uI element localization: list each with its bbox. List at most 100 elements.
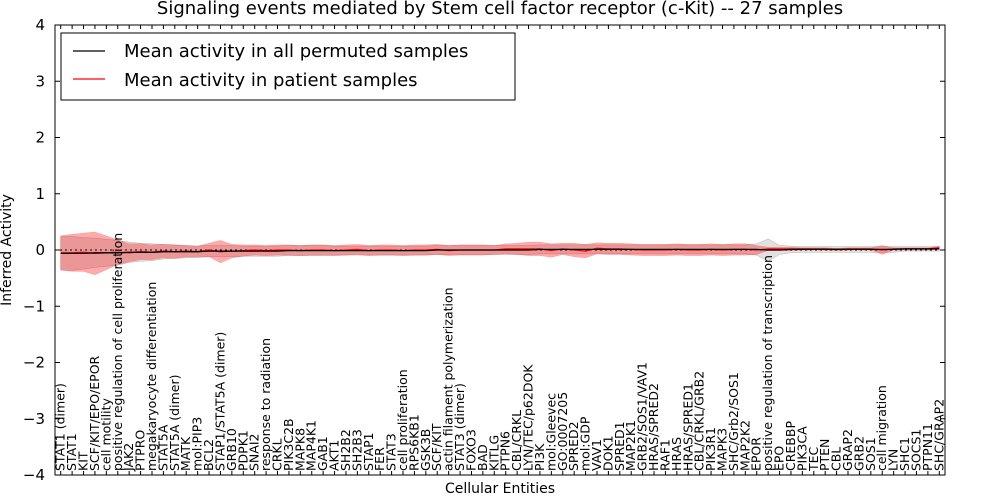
- x-tick-label: PI3K: [532, 443, 547, 471]
- x-tick-label: SPRED1: [612, 421, 627, 471]
- x-tick-label: response to radiation: [258, 338, 273, 471]
- x-tick-label: MAPK3: [715, 428, 730, 471]
- x-tick-label: cell migration: [874, 385, 889, 471]
- x-tick-label: FOXO3: [464, 429, 479, 471]
- x-tick-label: SPRED2: [566, 421, 581, 471]
- x-tick-label: SCF/KIT/EPO/EPOR: [87, 355, 102, 471]
- x-tick-label: positive regulation of transcription: [760, 255, 775, 471]
- legend-label-permuted: Mean activity in all permuted samples: [124, 41, 468, 62]
- x-tick-label: SNAI2: [247, 434, 262, 471]
- x-tick-label: KITLG: [486, 435, 501, 471]
- legend: Mean activity in all permuted samples Me…: [60, 32, 516, 101]
- x-tick-label: HRAS: [669, 437, 684, 471]
- x-tick-label: mol:Gleevec: [543, 393, 558, 471]
- x-tick-label: LYN: [886, 449, 901, 471]
- x-tick-label: GRB2: [851, 436, 866, 471]
- x-tick-label: GRAP2: [840, 429, 855, 471]
- x-tick-label: BCL2: [201, 439, 216, 471]
- x-tick-label: actin filament polymerization: [441, 287, 456, 471]
- x-tick-label: SHC1: [897, 437, 912, 471]
- x-tick-label: STAT1 (dimer): [53, 383, 68, 471]
- x-tick-label: STAP1/STAT5A (dimer): [212, 332, 227, 471]
- x-tick-label: EPO: [772, 446, 787, 471]
- x-tick-label: STAT1: [64, 433, 79, 471]
- x-tick-label: FER: [372, 447, 387, 471]
- x-tick-label: CBL: [829, 447, 844, 471]
- x-tick-label: LYN/TEC/p62DOK: [521, 364, 536, 471]
- legend-frame: [60, 32, 516, 101]
- x-axis: STAT1 (dimer)STAT1KITSCF/KIT/EPO/EPORcel…: [53, 25, 946, 475]
- x-tick-label: CBL/CRKL/GRB2: [692, 371, 707, 471]
- x-tick-label: SH2B3: [349, 429, 364, 471]
- y-tick-label: 2: [35, 129, 45, 147]
- x-tick-label: EPOR: [749, 437, 764, 471]
- series-lines: [60, 247, 940, 255]
- x-tick-label: PIK3CA: [794, 426, 809, 471]
- y-tick-label: −3: [23, 410, 45, 428]
- x-tick-label: PTEN: [817, 439, 832, 471]
- x-tick-label: GO:0007205: [555, 392, 570, 471]
- x-tick-label: AKT1: [327, 440, 342, 471]
- x-tick-label: SOS1: [863, 437, 878, 471]
- x-tick-label: SHC/Grb2/SOS1: [726, 372, 741, 471]
- x-tick-label: megakaryocyte differentiation: [144, 282, 159, 471]
- x-tick-label: SHC/GRAP2: [931, 399, 946, 471]
- x-tick-label: RPS6KB1: [406, 414, 421, 471]
- x-tick-label: SH2B2: [338, 429, 353, 471]
- y-tick-label: 0: [35, 241, 45, 259]
- x-tick-label: GSK3B: [418, 429, 433, 471]
- x-tick-label: mol:PIP3: [190, 417, 205, 471]
- x-tick-label: STAT3: [384, 433, 399, 471]
- x-tick-label: cell proliferation: [395, 369, 410, 471]
- legend-label-patient: Mean activity in patient samples: [124, 70, 418, 91]
- confidence-bands: [60, 231, 940, 276]
- y-tick-label: −1: [23, 297, 45, 315]
- x-tick-label: PTPRO: [133, 430, 148, 471]
- series-line-permuted: [60, 248, 940, 255]
- x-tick-label: MAP2K1: [623, 420, 638, 471]
- x-tick-label: STAP1: [361, 432, 376, 471]
- x-tick-label: JAK2: [121, 443, 136, 472]
- x-tick-label: MAP4K1: [304, 420, 319, 471]
- x-tick-label: CBL/CRKL: [509, 410, 524, 471]
- x-tick-label: MATK: [178, 436, 193, 471]
- x-tick-label: GRB2/SOS1/VAV1: [635, 362, 650, 471]
- x-tick-label: GRB10: [224, 428, 239, 471]
- x-tick-label: cell motility: [98, 397, 113, 471]
- x-tick-label: STAT5A (dimer): [167, 375, 182, 471]
- x-tick-label: PTPN6: [498, 431, 513, 471]
- x-tick-label: KIT: [76, 451, 91, 471]
- x-tick-label: MAP2K2: [737, 420, 752, 471]
- x-tick-label: PIK3R1: [703, 427, 718, 471]
- x-tick-label: SOCS1: [909, 429, 924, 471]
- band-permuted: [60, 236, 940, 271]
- x-tick-label: STAT5A: [155, 424, 170, 471]
- x-tick-label: STAT3 (dimer): [452, 383, 467, 471]
- x-tick-label: mol:GDP: [578, 416, 593, 471]
- x-tick-label: MAPK8: [292, 428, 307, 471]
- x-tick-label: positive regulation of cell proliferatio…: [110, 233, 125, 471]
- x-tick-label: HRAS/SPRED2: [646, 383, 661, 471]
- x-tick-label: PDPK1: [235, 430, 250, 471]
- x-tick-label: PIK3C2B: [281, 418, 296, 471]
- x-tick-label: TEC: [806, 446, 821, 472]
- x-tick-label: PTPN11: [920, 423, 935, 471]
- y-tick-label: 3: [35, 72, 45, 90]
- x-tick-label: HRAS/SPRED1: [680, 383, 695, 471]
- y-tick-label: −4: [23, 466, 45, 484]
- x-tick-label: CRKL: [270, 438, 285, 471]
- x-axis-label: Cellular Entities: [445, 481, 555, 497]
- chart-title: Signaling events mediated by Stem cell f…: [157, 0, 843, 19]
- x-tick-label: SCF/KIT: [429, 423, 444, 471]
- y-axis-label: Inferred Activity: [0, 194, 15, 306]
- y-axis: −4 −3 −2 −1 0 1 2 3 4: [23, 16, 945, 484]
- x-tick-label: RAF1: [657, 439, 672, 471]
- y-tick-label: 4: [35, 16, 45, 34]
- x-tick-label: VAV1: [589, 439, 604, 471]
- y-tick-label: −2: [23, 354, 45, 372]
- x-tick-label: GAB1: [315, 436, 330, 471]
- x-tick-label: DOK1: [600, 435, 615, 471]
- band-patient: [60, 231, 940, 276]
